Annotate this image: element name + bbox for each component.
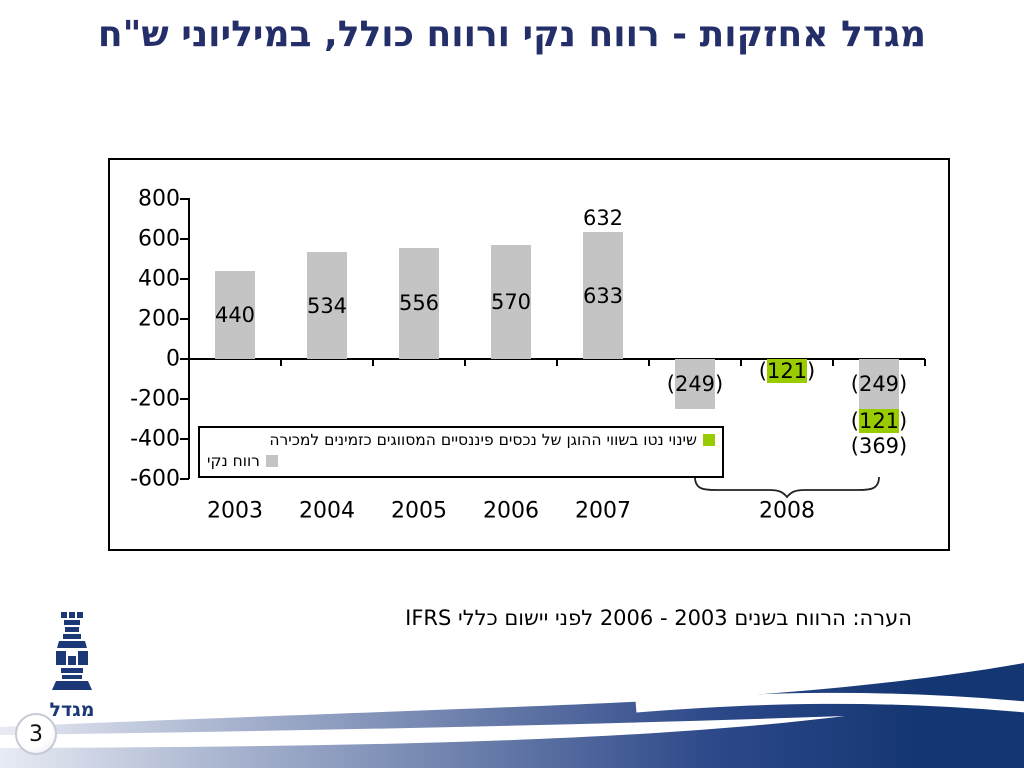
y-axis-tick-label: 400 <box>138 266 180 292</box>
bottom-swoosh-decoration <box>0 663 1024 768</box>
bar-value-label: 570 <box>490 290 532 314</box>
x-axis-label-2007: 2007 <box>575 498 631 524</box>
bar-value-label: 440 <box>214 303 256 327</box>
chart-frame: 800 600 400 200 0 -200 -400 -600 440 2003 534 2004 5… <box>108 158 950 551</box>
y-axis-tick-label: -400 <box>130 426 180 452</box>
y-axis-tick-label: 0 <box>166 346 180 372</box>
y-axis-tick-label: 800 <box>138 186 180 212</box>
bar-value-label: 633 <box>582 283 624 308</box>
legend-label: רווח נקי <box>207 452 260 470</box>
bar-segment-2008 <box>767 359 807 384</box>
bar-chart: 800 600 400 200 0 -200 -400 -600 440 2003 534 2004 5… <box>110 160 948 549</box>
chart-legend: שינוי נטו בשווי ההוגן של נכסים פיננסיים … <box>198 426 724 478</box>
bar-value-label: (121) <box>758 359 816 384</box>
company-logo: מגדל <box>40 612 104 721</box>
tower-logo-icon <box>52 612 92 690</box>
y-axis-tick-label: -600 <box>130 466 180 492</box>
bar-value-label: (249) <box>666 371 724 396</box>
bar-segment-2008 <box>859 359 899 409</box>
legend-item-net-profit: רווח נקי <box>207 451 715 472</box>
y-axis-tick-label: 600 <box>138 226 180 252</box>
bar-segment-2006 <box>491 245 531 359</box>
bar-total-label: (369) <box>850 434 908 458</box>
logo-wordmark: מגדל <box>49 699 95 721</box>
legend-swatch-green <box>703 434 715 446</box>
y-axis-tick-label: 200 <box>138 306 180 332</box>
x-axis-label-2005: 2005 <box>391 498 447 524</box>
bar-value-label: (249) <box>850 371 908 396</box>
slide-title: מגדל אחזקות - רווח נקי ורווח כולל, במילי… <box>97 14 927 55</box>
bar-segment-2008 <box>675 359 715 409</box>
legend-item-fair-value-change: שינוי נטו בשווי ההוגן של נכסים פיננסיים … <box>207 430 715 451</box>
footnote: הערה: הרווח בשנים 2003 - 2006 לפני יישום… <box>405 606 912 630</box>
bar-segment-2007 <box>583 232 623 359</box>
bar-value-label-above: 632 <box>582 206 624 231</box>
y-axis-tick-label: -200 <box>130 386 180 412</box>
legend-label: שינוי נטו בשווי ההוגן של נכסים פיננסיים … <box>269 431 697 449</box>
bar-segment-2008 <box>859 408 899 433</box>
bar-segment-2005 <box>399 247 439 359</box>
page-number: 3 <box>15 713 57 755</box>
legend-swatch-gray <box>265 455 278 467</box>
bar-segment-2004 <box>307 252 347 359</box>
bar-segment-2003 <box>215 271 255 359</box>
x-axis-label-2004: 2004 <box>299 498 355 524</box>
bar-value-label: 534 <box>306 293 348 318</box>
bar-value-label: 556 <box>398 291 440 316</box>
bar-value-label: (121) <box>850 408 908 433</box>
x-axis-label-2006: 2006 <box>483 498 539 524</box>
x-axis-label-2003: 2003 <box>207 498 263 524</box>
x-axis-label-2008: 2008 <box>759 498 815 524</box>
group-brace-2008 <box>694 476 880 499</box>
